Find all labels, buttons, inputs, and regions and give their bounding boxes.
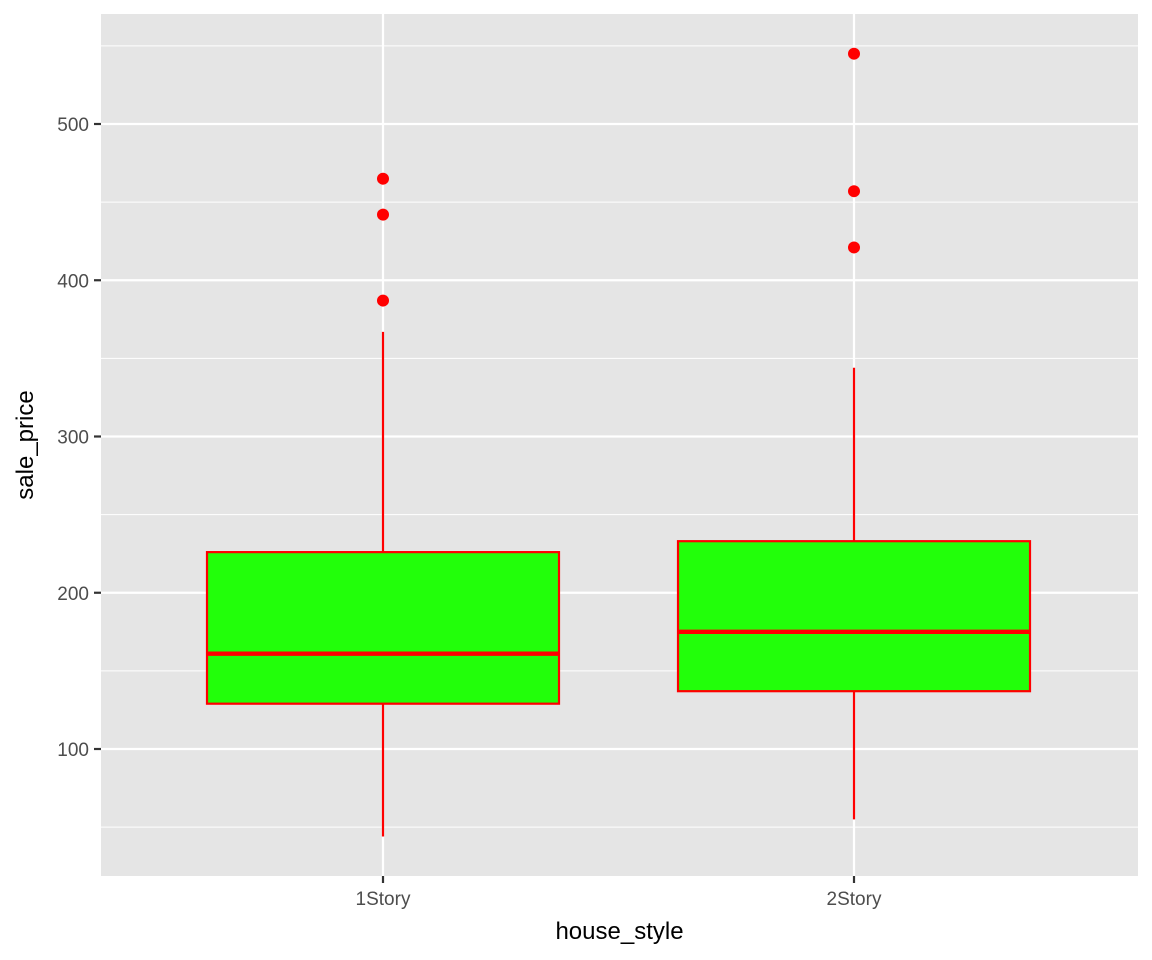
- y-tick-label: 300: [57, 428, 89, 449]
- boxes: [205, 47, 1032, 837]
- box-iqr: [676, 540, 1032, 693]
- box-2Story: [676, 47, 1032, 820]
- axes: 100 200 300 400 500 1Story 2Story: [57, 115, 882, 910]
- outlier-point: [377, 294, 389, 307]
- outlier-point: [377, 208, 389, 221]
- y-tick-label: 400: [57, 271, 89, 292]
- y-tick-label: 100: [57, 740, 89, 761]
- y-tick-label: 200: [57, 584, 89, 605]
- plot-panel: [101, 14, 1138, 876]
- x-tick-label: 1Story: [356, 889, 411, 910]
- box-1Story: [205, 172, 561, 837]
- x-tick-label: 2Story: [827, 889, 882, 910]
- box-iqr: [205, 551, 561, 705]
- outlier-point: [377, 172, 389, 185]
- outlier-point: [848, 241, 860, 254]
- y-axis-title: sale_price: [12, 390, 39, 499]
- y-tick-label: 500: [57, 115, 89, 136]
- outlier-point: [848, 47, 860, 60]
- x-axis-title: house_style: [555, 918, 683, 945]
- outlier-point: [848, 185, 860, 198]
